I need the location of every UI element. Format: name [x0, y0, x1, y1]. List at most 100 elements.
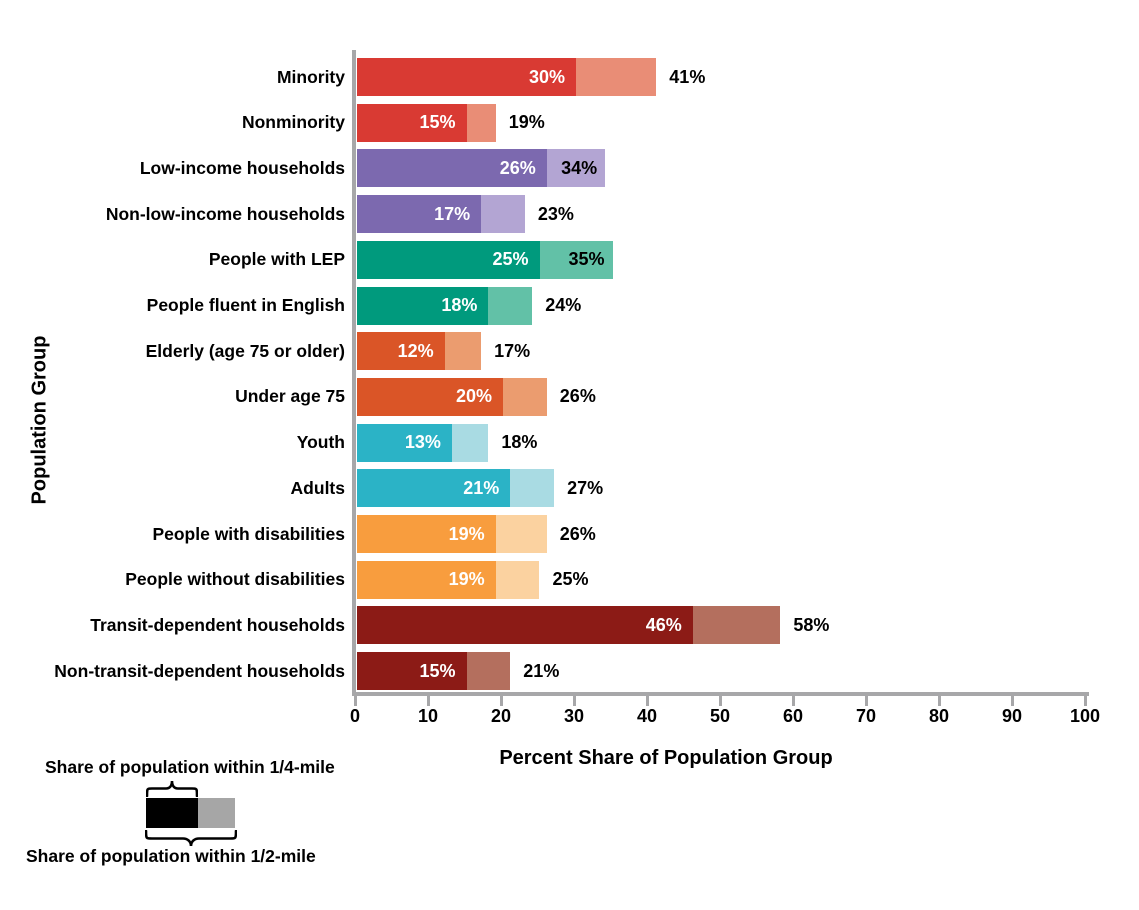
category-label: Adults	[290, 477, 345, 498]
legend-swatch-half-mile	[198, 798, 235, 828]
chart-row: Non-low-income households 17% 23%	[0, 195, 1139, 234]
quarter-mile-value-label: 25%	[492, 249, 529, 270]
half-mile-value-label: 27%	[567, 477, 604, 498]
bar-segment-quarter-mile: 18%	[357, 286, 489, 325]
quarter-mile-value-label: 18%	[441, 295, 478, 315]
x-axis-tick-label: 90	[1001, 706, 1023, 726]
chart-row: Transit-dependent households 46% 58%	[0, 606, 1139, 645]
bar-segment-half-mile	[451, 423, 489, 462]
x-axis-tick	[1083, 694, 1087, 706]
bar-segment-quarter-mile: 46%	[357, 606, 693, 645]
bar: 18% 24%	[357, 286, 581, 325]
bar: 13% 18%	[357, 423, 538, 462]
bar-segment-quarter-mile: 21%	[357, 469, 511, 508]
category-label: Low-income households	[139, 157, 345, 178]
x-axis-tick-label: 80	[928, 706, 950, 726]
x-axis-tick	[572, 694, 576, 706]
half-mile-value-label: 21%	[523, 660, 560, 681]
chart-row: People without disabilities 19% 25%	[0, 560, 1139, 599]
chart-row: Youth 13% 18%	[0, 423, 1139, 462]
x-axis-tick	[937, 694, 941, 706]
category-label: Non-low-income households	[105, 203, 345, 224]
category-label: Minority	[276, 66, 345, 87]
quarter-mile-value-label: 26%	[499, 157, 536, 178]
quarter-mile-value-label: 19%	[448, 569, 485, 590]
quarter-mile-value-label: 12%	[397, 340, 434, 361]
chart-row: Low-income households 26% 34%	[0, 149, 1139, 188]
half-mile-value-label: 58%	[793, 614, 830, 635]
chart-row: People with disabilities 19% 26%	[0, 515, 1139, 553]
x-axis-tick-label: 50	[709, 706, 731, 726]
x-axis-tick-label: 20	[490, 706, 512, 726]
bar-segment-half-mile	[503, 377, 547, 416]
y-axis-line	[352, 50, 356, 696]
bar: 46% 58%	[357, 606, 830, 645]
quarter-mile-value-label: 20%	[455, 386, 492, 407]
category-label: Nonminority	[241, 112, 345, 133]
category-label: Under age 75	[235, 386, 345, 407]
x-axis-tick-label: 100	[1069, 706, 1101, 726]
bar-segment-half-mile	[466, 103, 496, 142]
bar-segment-quarter-mile: 25%	[357, 240, 540, 279]
quarter-mile-value-label: 21%	[463, 477, 500, 498]
category-label: Youth	[296, 432, 345, 453]
bar-segment-quarter-mile: 19%	[357, 560, 496, 599]
bar: 12% 17%	[357, 332, 530, 371]
half-mile-value-label: 35%	[568, 249, 605, 270]
category-label: Non-transit-dependent households	[54, 660, 345, 681]
x-axis-tick	[864, 694, 868, 706]
quarter-mile-value-label: 46%	[645, 614, 682, 635]
bar: 15% 19%	[357, 103, 545, 142]
x-axis-tick	[426, 694, 430, 706]
bar-segment-quarter-mile: 17%	[357, 195, 482, 234]
legend-swatch-quarter-mile	[146, 798, 198, 828]
bar-segment-half-mile	[488, 286, 533, 325]
bar: 20% 26%	[357, 377, 596, 416]
bar: 26% 34%	[357, 149, 606, 188]
under-brace-icon	[145, 830, 237, 847]
half-mile-value-label: 34%	[561, 157, 598, 178]
bar-segment-quarter-mile: 12%	[357, 332, 445, 371]
bar: 17% 23%	[357, 195, 574, 234]
x-axis-tick	[645, 694, 649, 706]
x-axis-tick	[1010, 694, 1014, 706]
bar-segment-half-mile	[466, 652, 511, 691]
bar-segment-half-mile: 35%	[539, 240, 613, 279]
x-axis-title: Percent Share of Population Group	[499, 747, 833, 769]
half-mile-value-label: 26%	[559, 386, 596, 407]
x-axis-tick-label: 70	[855, 706, 877, 726]
bar-segment-quarter-mile: 30%	[357, 58, 576, 96]
quarter-mile-value-label: 17%	[434, 203, 471, 224]
legend-half-mile-label: Share of population within 1/2-mile	[26, 846, 316, 866]
bar: 19% 25%	[357, 560, 589, 599]
chart-row: Minority 30% 41%	[0, 58, 1139, 96]
chart-row: People fluent in English 18% 24%	[0, 286, 1139, 325]
chart-row: Adults 21% 27%	[0, 469, 1139, 508]
bar-segment-half-mile	[481, 195, 525, 234]
bar-segment-half-mile	[495, 560, 540, 599]
x-axis-tick	[718, 694, 722, 706]
over-brace-icon	[146, 780, 198, 797]
half-mile-value-label: 19%	[508, 112, 545, 133]
chart-row: Nonminority 15% 19%	[0, 103, 1139, 142]
chart-row: People with LEP 25% 35%	[0, 240, 1139, 279]
bar-segment-half-mile	[444, 332, 482, 371]
category-label: People with disabilities	[152, 523, 345, 544]
category-label: People with LEP	[208, 249, 345, 270]
half-mile-value-label: 18%	[501, 432, 538, 453]
bar: 15% 21%	[357, 652, 560, 691]
legend-quarter-mile-label: Share of population within 1/4-mile	[45, 757, 335, 777]
bar: 19% 26%	[357, 515, 596, 553]
category-label: People without disabilities	[125, 569, 345, 590]
quarter-mile-value-label: 19%	[448, 523, 485, 544]
half-mile-value-label: 25%	[552, 569, 589, 590]
bar: 30% 41%	[357, 58, 705, 96]
quarter-mile-value-label: 15%	[419, 112, 456, 133]
x-axis-tick-label: 30	[563, 706, 585, 726]
bar: 21% 27%	[357, 469, 604, 508]
category-label: Elderly (age 75 or older)	[145, 340, 345, 361]
bar-segment-quarter-mile: 13%	[357, 423, 452, 462]
x-axis-tick	[353, 694, 357, 706]
half-mile-value-label: 23%	[537, 203, 574, 224]
